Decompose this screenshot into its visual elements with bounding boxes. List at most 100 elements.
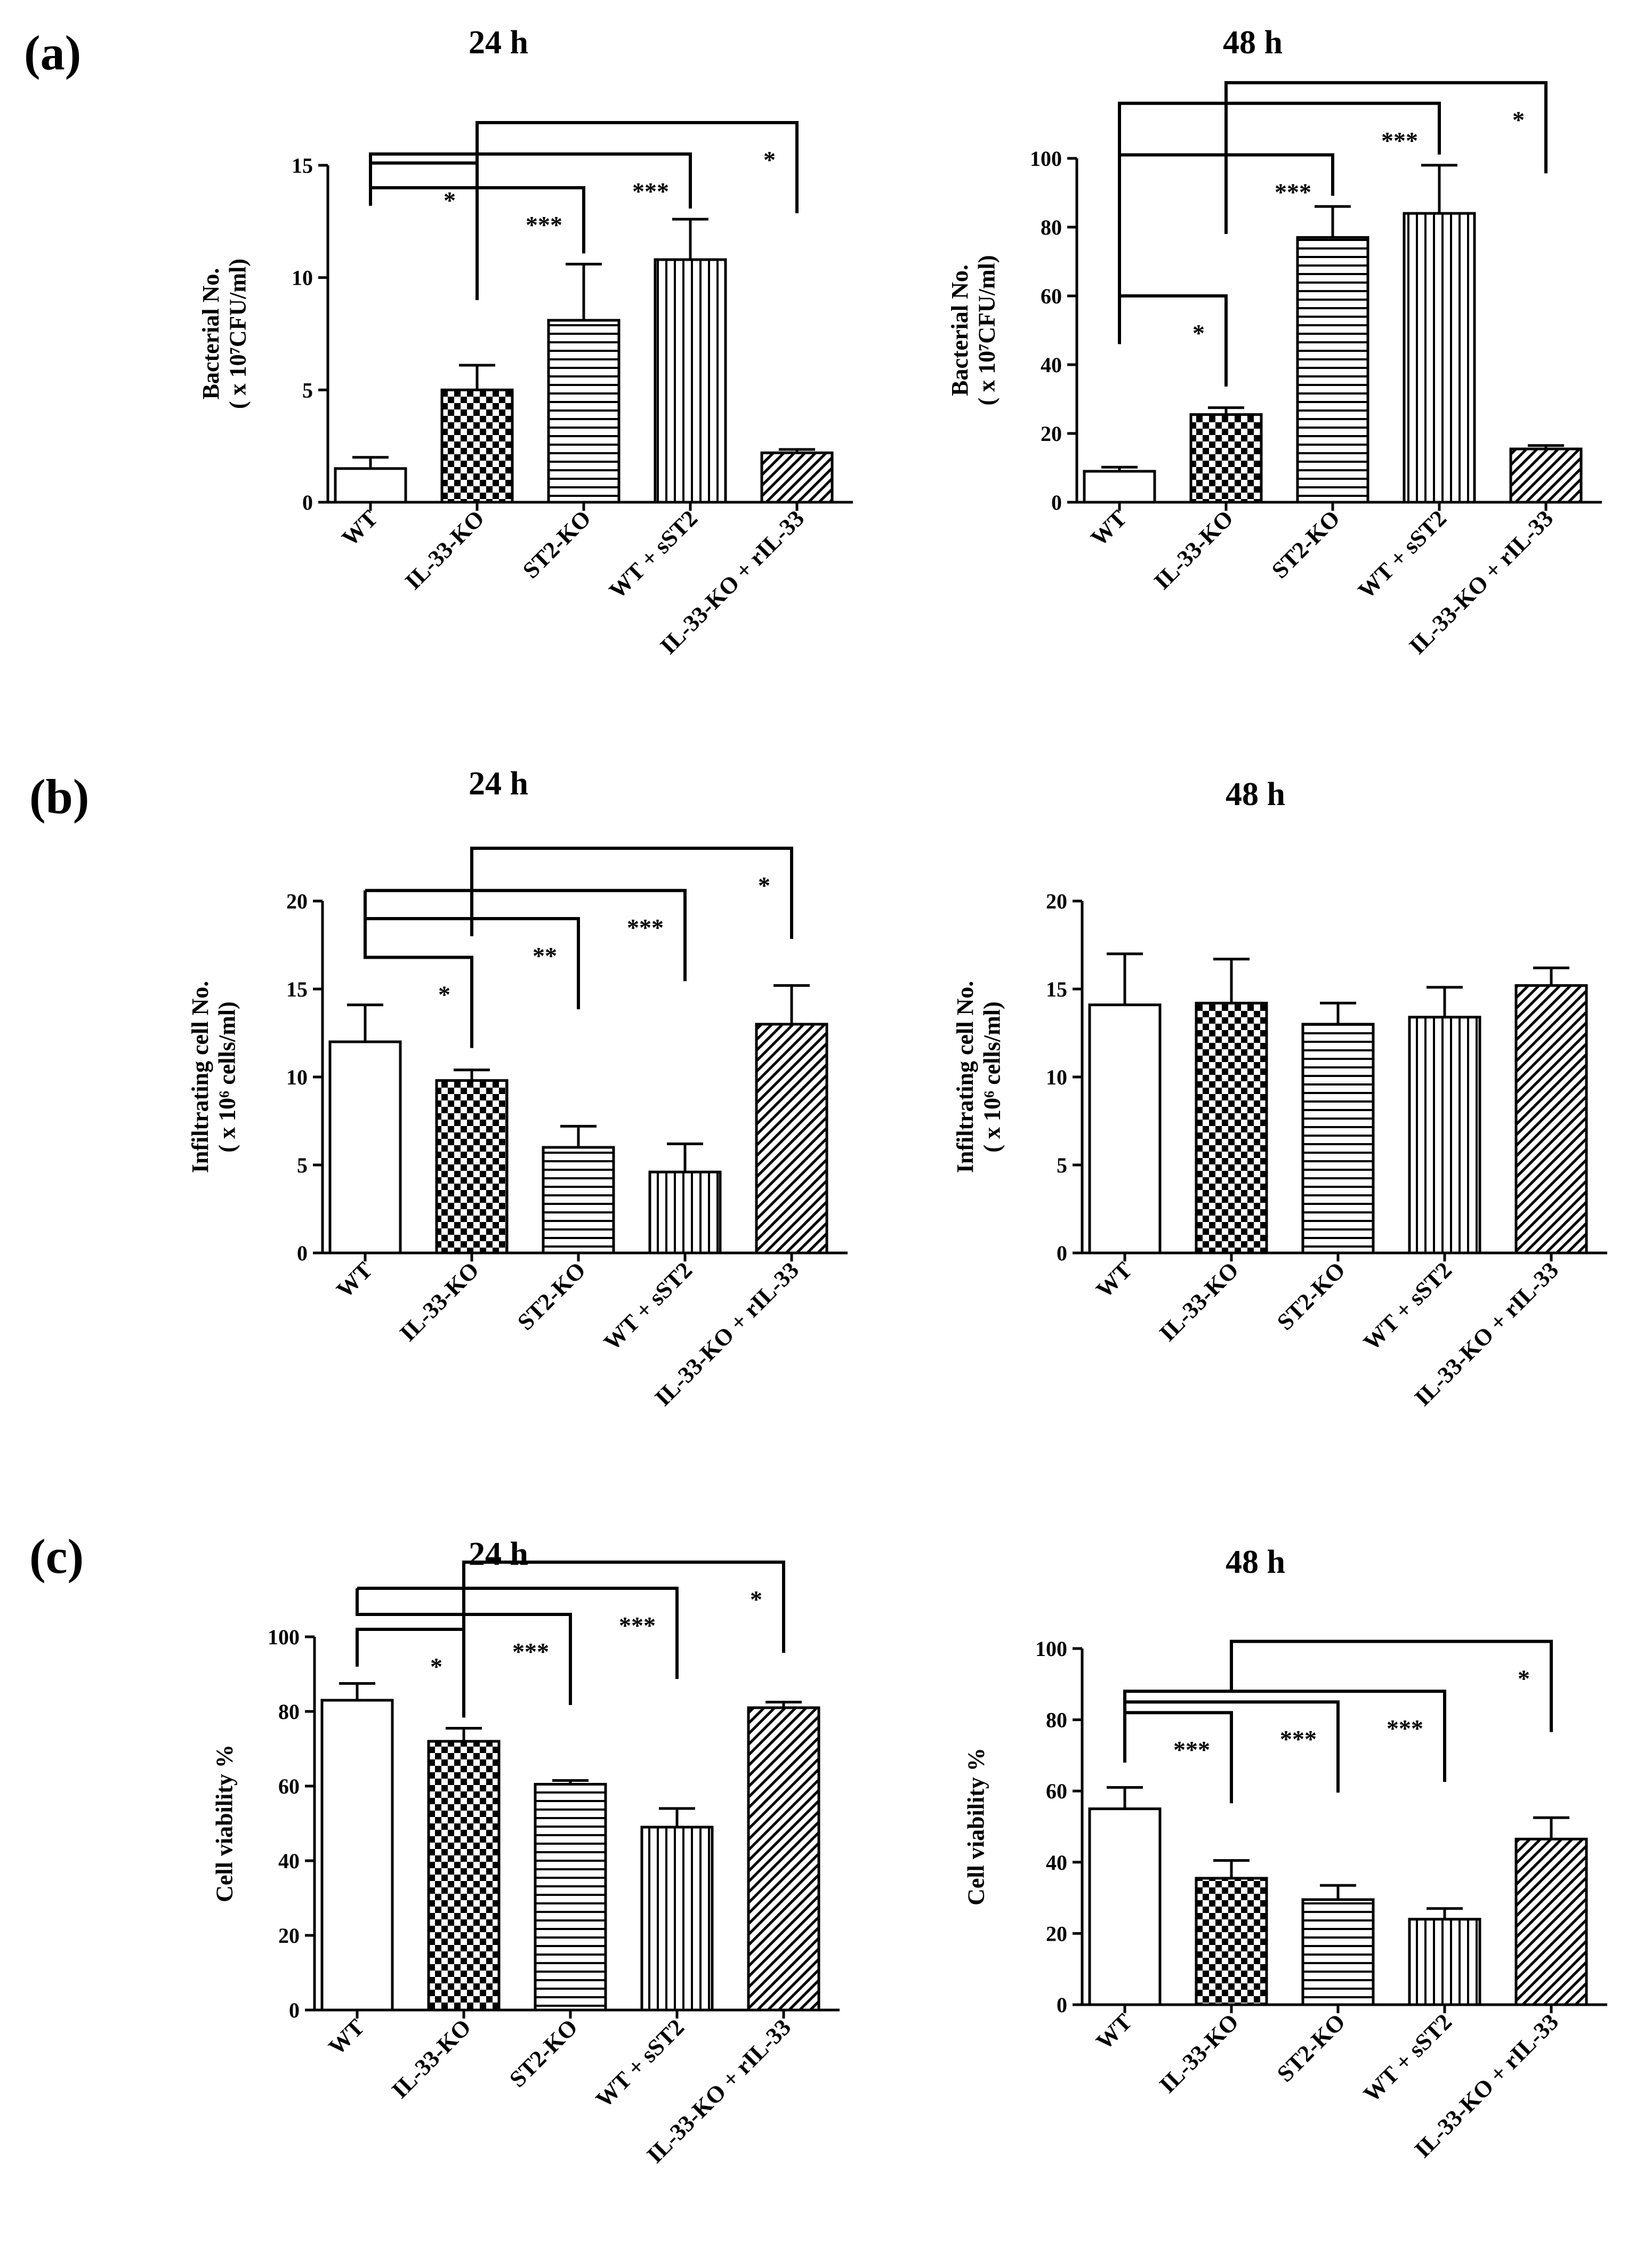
significance-bracket (1118, 294, 1228, 387)
y-tick-label: 0 (1057, 1993, 1067, 2017)
chart-c-24h: 24 h Cell viability % 0 20 40 60 80 100 WT IL-33-… (211, 1536, 840, 2168)
category-label: WT + sST2 (604, 505, 703, 604)
significance-bracket (356, 1628, 465, 1718)
y-tick-label: 5 (302, 378, 313, 402)
y-axis-label-unit: ( x 10⁷CFU/ml) (974, 255, 1000, 405)
panel-letter-b: (b) (29, 769, 89, 824)
y-tick-label: 15 (286, 977, 308, 1001)
significance-label: * (1192, 319, 1205, 347)
y-tick-label: 100 (268, 1625, 300, 1649)
significance-label: *** (627, 914, 664, 941)
chart-a-24h: 24 h Bacterial No.( x 10⁷CFU/ml) 0 5 10 15 WT I… (198, 25, 853, 660)
y-tick-label: 100 (1035, 1637, 1067, 1661)
bar (320, 1699, 394, 2012)
bar (648, 1170, 722, 1255)
chart-title: 24 h (469, 766, 528, 802)
significance-label: * (1512, 106, 1525, 133)
bar (1408, 1016, 1481, 1255)
bar (1296, 236, 1369, 504)
bar (1509, 447, 1583, 504)
y-tick-label: 40 (1046, 1851, 1067, 1875)
y-tick-label: 0 (289, 1998, 300, 2022)
bar (747, 1706, 820, 2012)
bar (1514, 984, 1588, 1255)
category-label: WT + sST2 (591, 2014, 689, 2112)
chart-title: 48 h (1226, 1544, 1285, 1580)
significance-bracket (1123, 1690, 1446, 1782)
y-axis-label-unit: ( x 10⁷CFU/ml) (225, 259, 251, 409)
y-tick-label: 40 (278, 1849, 300, 1873)
bar (1514, 1837, 1588, 2006)
y-tick-label: 80 (278, 1700, 300, 1724)
category-label: ST2-KO (1267, 505, 1345, 583)
significance-label: * (763, 146, 776, 173)
significance-bracket (470, 847, 793, 939)
bar (760, 451, 834, 504)
panel-letter-c: (c) (29, 1529, 84, 1583)
category-label: WT (337, 505, 383, 551)
significance-label: *** (1280, 1725, 1317, 1752)
y-axis-label: Infiltrating cell No.( x 10⁶ cells/ml) (952, 981, 1005, 1173)
category-label: IL-33-KO (1154, 1257, 1244, 1346)
y-tick-label: 40 (1041, 353, 1062, 377)
category-label: WT + sST2 (599, 1257, 697, 1355)
significance-bracket (369, 152, 692, 209)
significance-label: *** (1275, 179, 1311, 206)
bar (1301, 1023, 1375, 1255)
chart-title: 48 h (1226, 776, 1285, 813)
y-axis-label-unit: ( x 10⁶ cells/ml) (979, 1001, 1005, 1152)
y-axis-label: Bacterial No.( x 10⁷CFU/ml) (198, 259, 251, 409)
significance-label: * (444, 187, 456, 214)
y-tick-label: 20 (286, 889, 308, 913)
category-label: ST2-KO (1272, 2008, 1350, 2087)
y-axis-label-line: Bacterial No. (947, 264, 973, 396)
significance-label: ** (533, 942, 557, 969)
significance-label: *** (1387, 1715, 1423, 1742)
bar (1088, 1003, 1162, 1255)
y-tick-label: 5 (297, 1153, 308, 1177)
bar (547, 319, 620, 504)
significance-label: *** (1381, 127, 1418, 154)
bar (534, 1783, 607, 2012)
y-axis-label-line: Bacterial No. (198, 268, 224, 400)
significance-label: * (750, 1586, 762, 1613)
y-tick-label: 15 (1046, 977, 1067, 1001)
category-label: WT (1091, 2008, 1138, 2055)
y-axis-label: Cell viability % (963, 1748, 989, 1906)
y-tick-label: 0 (1057, 1241, 1067, 1265)
y-tick-label: 0 (297, 1241, 308, 1265)
bar (640, 1826, 714, 2012)
category-label: IL-33-KO (386, 2014, 476, 2103)
bar (542, 1146, 615, 1255)
category-label: IL-33-KO (1154, 2008, 1244, 2098)
y-axis-label-unit: ( x 10⁶ cells/ml) (214, 1001, 240, 1152)
y-axis-label: Cell viability % (211, 1744, 237, 1902)
y-axis-label: Infiltrating cell No.( x 10⁶ cells/ml) (187, 981, 240, 1173)
significance-bracket (1230, 1639, 1553, 1732)
bar (1301, 1898, 1375, 2006)
y-tick-label: 10 (1046, 1065, 1067, 1089)
chart-b-48h: 48 h Infiltrating cell No.( x 10⁶ cells/m… (952, 776, 1607, 1411)
y-axis-label-line: Infiltrating cell No. (952, 981, 978, 1173)
bar (1408, 1918, 1481, 2006)
significance-bracket (476, 120, 799, 300)
significance-bracket (369, 161, 479, 254)
chart-a-48h: 48 h Bacterial No.( x 10⁷CFU/ml) 0 20 40 60 80… (947, 25, 1602, 660)
significance-bracket (364, 890, 473, 1048)
y-axis-label-line: Cell viability % (211, 1744, 237, 1902)
significance-label: *** (1173, 1736, 1210, 1763)
category-label: WT + sST2 (1358, 2008, 1457, 2107)
significance-label: * (430, 1653, 442, 1680)
category-label: ST2-KO (512, 1257, 591, 1335)
y-tick-label: 80 (1041, 215, 1062, 239)
chart-title: 24 h (469, 1536, 528, 1572)
chart-title: 48 h (1223, 25, 1283, 61)
significance-label: * (438, 981, 450, 1008)
y-tick-label: 20 (1046, 889, 1067, 913)
bar (1083, 470, 1156, 504)
y-tick-label: 15 (292, 154, 313, 178)
significance-bracket (462, 1561, 785, 1655)
y-tick-label: 100 (1030, 147, 1062, 171)
y-tick-label: 20 (1041, 422, 1062, 446)
